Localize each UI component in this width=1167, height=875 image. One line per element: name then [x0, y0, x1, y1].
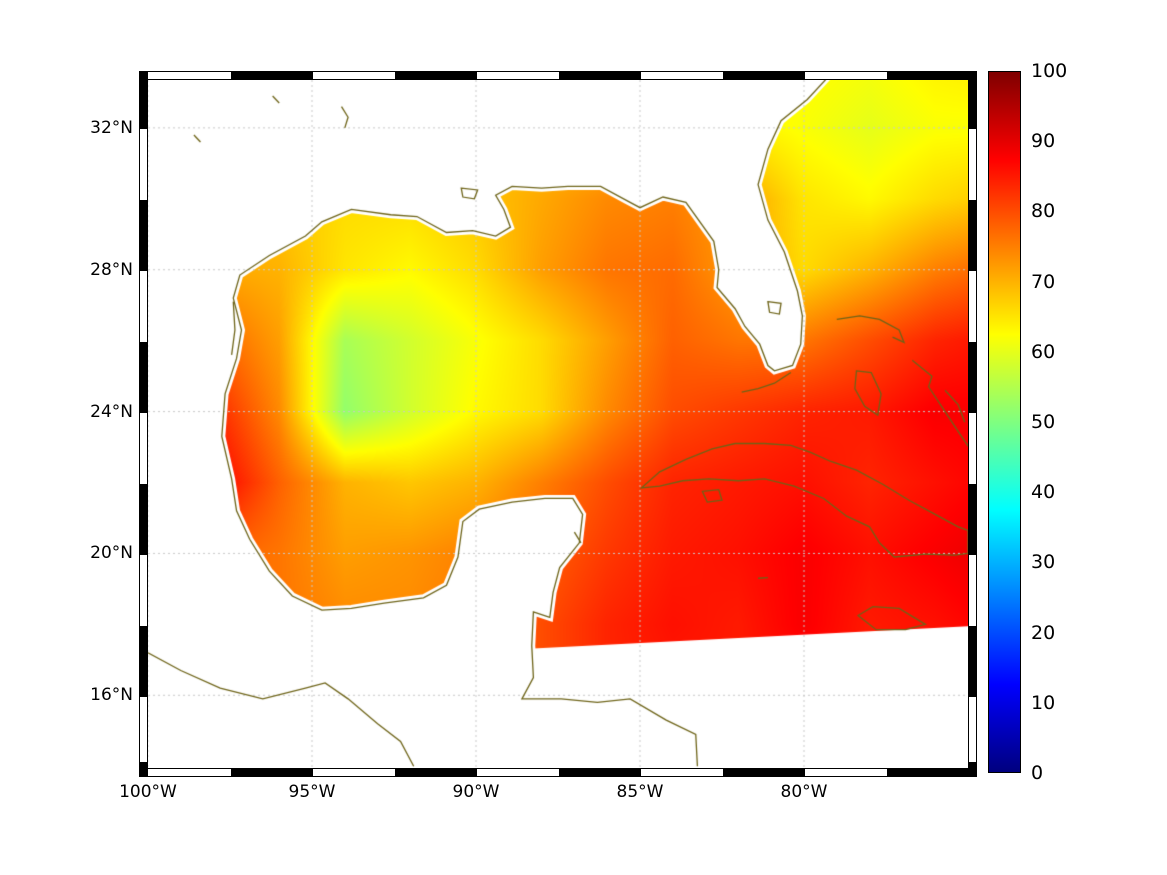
- frame-left: [139, 71, 148, 777]
- map-canvas: [148, 80, 968, 768]
- colorbar-tick-label: 30: [1031, 551, 1056, 574]
- frame-corner-top-left: [139, 71, 148, 80]
- colorbar-tick-label: 60: [1031, 340, 1056, 363]
- colorbar-tick-label: 70: [1031, 270, 1056, 293]
- frame-corner-bottom-left: [139, 768, 148, 777]
- colorbar-tick-label: 50: [1031, 411, 1056, 433]
- frame-bottom: [139, 768, 977, 777]
- lat-tick-label: 24°N: [90, 401, 133, 422]
- frame-corner-top-right: [968, 71, 977, 80]
- lon-tick-label: 90°W: [452, 782, 500, 802]
- lon-tick-label: 80°W: [780, 782, 828, 802]
- colorbar-tick-label: 90: [1031, 130, 1056, 153]
- colorbar-tick-label: 0: [1031, 762, 1044, 784]
- colorbar-tick-label: 10: [1031, 691, 1056, 714]
- lat-tick-label: 16°N: [90, 685, 133, 706]
- lat-tick-label: 28°N: [90, 259, 133, 280]
- colorbar-tick-label: 100: [1031, 60, 1068, 82]
- frame-right: [968, 71, 977, 777]
- colorbar-tick-label: 20: [1031, 621, 1056, 644]
- lon-tick-label: 95°W: [288, 782, 336, 802]
- colorbar: [988, 71, 1021, 773]
- lon-tick-label: 85°W: [616, 782, 664, 802]
- lat-tick-label: 32°N: [90, 117, 133, 138]
- colorbar-tick-label: 80: [1031, 200, 1056, 223]
- lat-tick-label: 20°N: [90, 543, 133, 564]
- frame-top: [139, 71, 977, 80]
- colorbar-tick-label: 40: [1031, 481, 1056, 504]
- frame-corner-bottom-right: [968, 768, 977, 777]
- lon-tick-label: 100°W: [119, 782, 177, 802]
